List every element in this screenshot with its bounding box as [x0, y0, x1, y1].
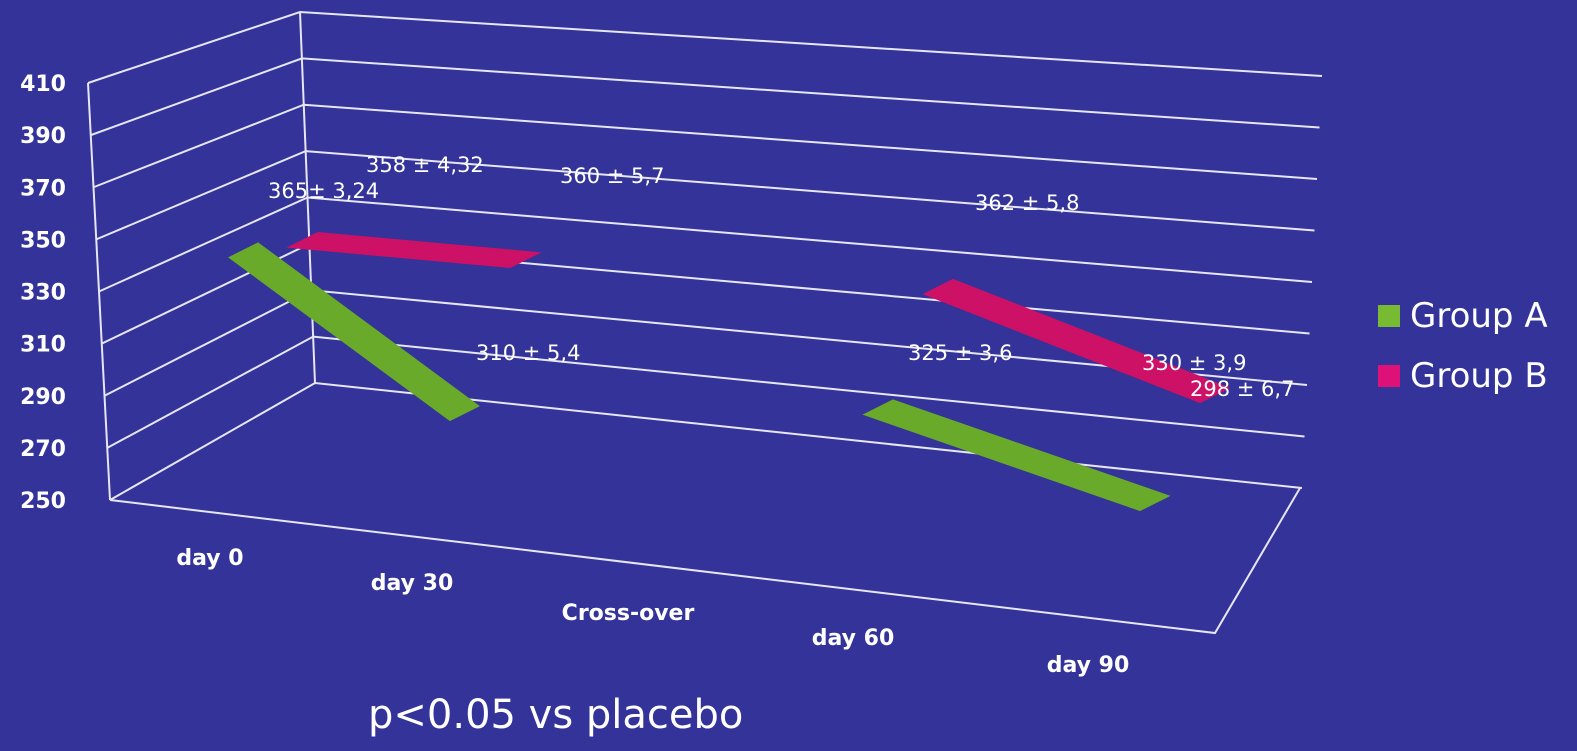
chart-grid — [87, 10, 1323, 635]
data-label-group-a: 298 ± 6,7 — [1190, 377, 1294, 401]
y-tick-label: 270 — [20, 437, 66, 462]
x-tick-label: Cross-over — [562, 601, 695, 626]
x-tick-label: day 90 — [1047, 653, 1130, 678]
x-axis-ticks: day 0 day 30 Cross-over day 60 day 90 — [176, 546, 1129, 678]
y-tick-label: 290 — [20, 385, 66, 410]
data-label-group-b: 362 ± 5,8 — [975, 191, 1079, 215]
data-labels: 365± 3,24 310 ± 5,4 325 ± 3,6 298 ± 6,7 358 … — [268, 153, 1294, 401]
series-segment-group-b — [922, 278, 1231, 404]
y-tick-label: 410 — [20, 72, 66, 97]
x-tick-label: day 60 — [812, 626, 895, 651]
y-tick-label: 390 — [20, 124, 66, 149]
gridline — [93, 103, 1318, 189]
back-wall-edge — [299, 11, 316, 384]
series-ribbons — [228, 231, 1231, 512]
series-segment-group-b — [286, 231, 542, 269]
data-label-group-b: 360 ± 5,7 — [560, 164, 664, 188]
y-axis-line — [87, 82, 111, 501]
legend-label-group-a: Group A — [1410, 296, 1548, 336]
floor-edge — [109, 487, 1301, 635]
series-segment-group-a — [862, 399, 1171, 512]
y-tick-label: 310 — [20, 333, 66, 358]
gridline — [90, 57, 1320, 137]
legend-item-group-a: Group A — [1378, 286, 1548, 346]
gridline — [104, 289, 1308, 397]
legend: Group A Group B — [1378, 286, 1548, 406]
y-axis-ticks: 250 270 290 310 330 350 370 390 410 — [20, 72, 66, 514]
y-tick-label: 370 — [20, 176, 66, 201]
legend-swatch-group-b — [1378, 365, 1400, 387]
gridline — [87, 10, 1323, 84]
legend-swatch-group-a — [1378, 305, 1400, 327]
x-tick-label: day 30 — [371, 571, 454, 596]
legend-label-group-b: Group B — [1410, 356, 1548, 396]
data-label-group-a: 325 ± 3,6 — [908, 341, 1012, 365]
data-label-group-b: 358 ± 4,32 — [366, 153, 484, 177]
y-tick-label: 350 — [20, 228, 66, 253]
series-segment-group-a — [228, 242, 480, 422]
y-tick-label: 330 — [20, 281, 66, 306]
data-label-group-b: 330 ± 3,9 — [1142, 351, 1246, 375]
data-label-group-a: 365± 3,24 — [268, 179, 379, 203]
footnote: p<0.05 vs placebo — [368, 692, 744, 738]
x-tick-label: day 0 — [176, 546, 243, 571]
y-tick-label: 250 — [20, 489, 66, 514]
legend-item-group-b: Group B — [1378, 346, 1548, 406]
data-label-group-a: 310 ± 5,4 — [476, 341, 580, 365]
